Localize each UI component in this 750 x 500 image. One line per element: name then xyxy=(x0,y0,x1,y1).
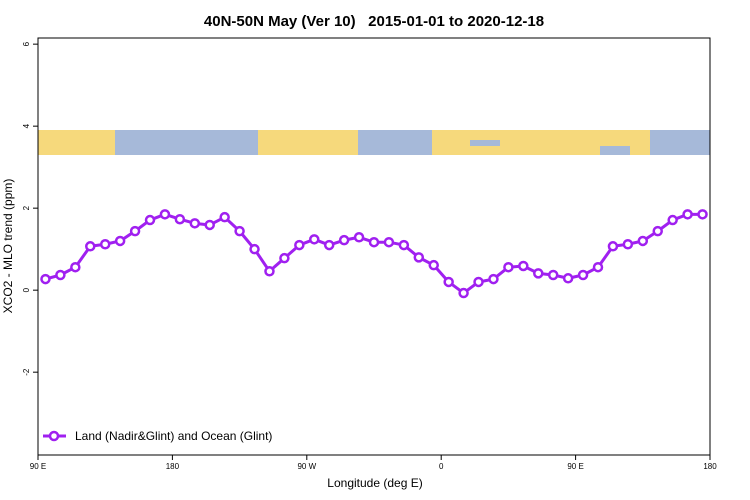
data-point xyxy=(473,276,484,288)
data-point xyxy=(577,269,589,281)
data-point xyxy=(607,241,619,252)
data-point xyxy=(592,261,604,273)
data-point xyxy=(547,269,559,281)
land-band xyxy=(258,130,358,155)
data-point xyxy=(189,218,201,229)
data-point xyxy=(562,273,574,284)
x-tick-label: 90 W xyxy=(297,462,316,471)
data-point xyxy=(682,209,693,220)
data-point xyxy=(219,211,230,223)
x-tick-label: 0 xyxy=(439,462,444,471)
y-tick-label: -2 xyxy=(22,368,31,376)
map-strip xyxy=(38,130,710,155)
legend-label: Land (Nadir&Glint) and Ocean (Glint) xyxy=(75,429,272,443)
sea-patch xyxy=(600,146,630,155)
data-point xyxy=(533,268,544,279)
data-point xyxy=(129,225,141,237)
data-point xyxy=(368,236,380,248)
data-point xyxy=(518,260,529,272)
y-tick-label: 6 xyxy=(22,41,31,46)
data-point xyxy=(309,234,320,245)
data-point xyxy=(159,209,171,220)
x-axis-label: Longitude (deg E) xyxy=(327,476,422,490)
series-line xyxy=(45,212,703,295)
x-tick-label: 180 xyxy=(166,462,180,471)
data-point xyxy=(174,213,186,225)
data-point xyxy=(428,259,439,271)
data-point xyxy=(443,276,454,288)
data-point xyxy=(503,261,514,273)
data-point xyxy=(413,252,425,263)
data-point xyxy=(338,234,350,246)
x-tick-label: 180 xyxy=(703,462,717,471)
data-point xyxy=(294,239,305,251)
y-axis-label: XCO2 - MLO trend (ppm) xyxy=(1,179,15,314)
data-point xyxy=(249,243,260,255)
data-point xyxy=(99,238,111,250)
data-point xyxy=(204,219,215,231)
plot-frame xyxy=(37,37,711,456)
x-tick-label: 90 E xyxy=(567,462,583,471)
land-band xyxy=(38,130,115,155)
data-point xyxy=(697,209,708,220)
data-point xyxy=(234,225,245,237)
data-point xyxy=(144,214,156,226)
data-point xyxy=(279,252,290,264)
x-tick-label: 90 E xyxy=(30,462,46,471)
data-point xyxy=(667,214,678,226)
y-tick-label: 2 xyxy=(22,205,31,210)
data-point xyxy=(114,235,126,247)
chart-title: 40N-50N May (Ver 10) 2015-01-01 to 2020-… xyxy=(204,13,544,30)
data-point xyxy=(264,266,275,277)
y-tick-label: 0 xyxy=(22,287,31,292)
data-point xyxy=(323,239,335,251)
y-tick-label: 4 xyxy=(22,123,31,128)
data-point xyxy=(70,261,81,273)
data-point xyxy=(622,238,634,250)
data-point xyxy=(55,269,66,281)
data-point xyxy=(353,232,365,243)
data-point xyxy=(637,235,649,247)
data-point xyxy=(85,241,96,252)
data-point xyxy=(383,236,395,248)
legend-marker xyxy=(48,430,60,442)
data-point xyxy=(40,273,51,285)
data-point xyxy=(652,225,663,237)
data-point xyxy=(488,273,499,285)
sea-patch xyxy=(470,140,500,146)
data-point xyxy=(458,287,469,299)
data-point xyxy=(398,239,410,251)
